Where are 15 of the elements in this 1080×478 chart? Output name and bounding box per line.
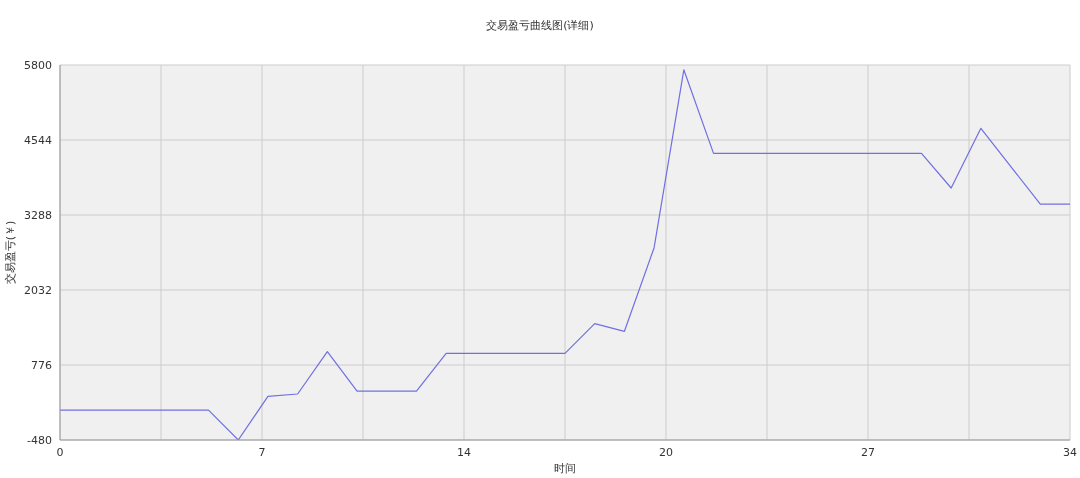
x-tick-label: 14 [457,445,471,459]
x-tick-label: 27 [861,445,875,459]
x-tick-label: 7 [258,445,266,459]
y-tick-label: 2032 [24,283,52,297]
y-tick-label: -480 [27,433,52,447]
x-tick-label: 20 [659,445,673,459]
x-axis-title: 时间 [554,462,576,475]
y-axis-title: 交易盈亏(￥) [3,220,17,285]
y-tick-label: 5800 [24,58,52,72]
x-tick-label: 0 [56,445,64,459]
chart-title: 交易盈亏曲线图(详细) [485,18,595,33]
y-tick-label: 776 [31,358,52,372]
y-tick-label: 4544 [24,133,52,147]
x-tick-label: 34 [1063,445,1077,459]
y-tick-label: 3288 [24,208,52,222]
